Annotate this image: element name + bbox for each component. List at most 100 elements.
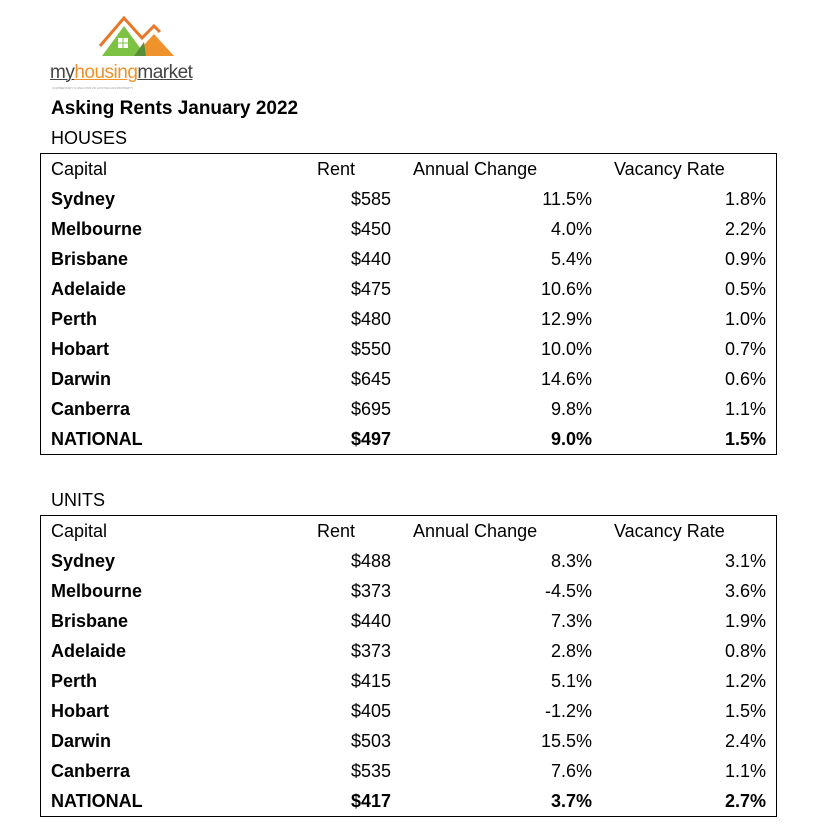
cell-capital: Sydney bbox=[51, 551, 116, 571]
cell-rent: $373 bbox=[350, 581, 391, 601]
table-row: Darwin $503 15.5% 2.4% bbox=[41, 726, 777, 756]
cell-capital: Adelaide bbox=[51, 279, 127, 299]
cell-annual-change: 4.0% bbox=[550, 219, 592, 239]
houses-label: HOUSES bbox=[51, 128, 128, 148]
cell-annual-change: 5.1% bbox=[550, 671, 592, 691]
cell-annual-change: 9.0% bbox=[550, 429, 592, 449]
cell-vacancy-rate: 0.9% bbox=[724, 249, 766, 269]
cell-capital: Darwin bbox=[51, 731, 112, 751]
table-row: NATIONAL $417 3.7% 2.7% bbox=[41, 786, 777, 817]
col-rent: Rent bbox=[317, 159, 356, 179]
houses-table: Capital Rent Annual Change Vacancy Rate … bbox=[40, 153, 777, 455]
cell-annual-change: 5.4% bbox=[550, 249, 592, 269]
cell-rent: $450 bbox=[350, 219, 391, 239]
cell-rent: $440 bbox=[350, 249, 391, 269]
cell-capital: Darwin bbox=[51, 369, 112, 389]
cell-rent: $415 bbox=[350, 671, 391, 691]
table-row: NATIONAL $497 9.0% 1.5% bbox=[41, 424, 777, 455]
cell-vacancy-rate: 0.8% bbox=[724, 641, 766, 661]
table-row: Perth $415 5.1% 1.2% bbox=[41, 666, 777, 696]
table-row: Sydney $585 11.5% 1.8% bbox=[41, 184, 777, 214]
units-label: UNITS bbox=[51, 490, 105, 510]
cell-rent: $480 bbox=[350, 309, 391, 329]
cell-capital: Canberra bbox=[51, 761, 131, 781]
cell-annual-change: 11.5% bbox=[542, 189, 592, 209]
cell-capital: Canberra bbox=[51, 399, 131, 419]
cell-vacancy-rate: 2.2% bbox=[724, 219, 766, 239]
cell-rent: $373 bbox=[350, 641, 391, 661]
cell-capital: Perth bbox=[51, 309, 98, 329]
cell-annual-change: 10.0% bbox=[540, 339, 592, 359]
cell-capital: Adelaide bbox=[51, 641, 127, 661]
col-capital: Capital bbox=[51, 159, 108, 179]
cell-rent: $550 bbox=[350, 339, 391, 359]
cell-annual-change: 3.7% bbox=[550, 791, 592, 811]
cell-vacancy-rate: 3.1% bbox=[724, 551, 766, 571]
cell-vacancy-rate: 1.9% bbox=[724, 611, 766, 631]
cell-vacancy-rate: 1.1% bbox=[724, 761, 766, 781]
table-row: Canberra $535 7.6% 1.1% bbox=[41, 756, 777, 786]
house-logo-icon bbox=[98, 16, 174, 56]
logo: myhousingmarket COMMENTARY & ANALYSIS OF… bbox=[50, 16, 230, 91]
cell-annual-change: 14.6% bbox=[540, 369, 592, 389]
cell-capital: Hobart bbox=[51, 339, 109, 359]
cell-vacancy-rate: 0.5% bbox=[724, 279, 766, 299]
cell-capital: Hobart bbox=[51, 701, 109, 721]
cell-capital: NATIONAL bbox=[51, 429, 143, 449]
logo-market: market bbox=[137, 62, 193, 83]
cell-capital: Melbourne bbox=[51, 219, 143, 239]
cell-annual-change: 12.9% bbox=[540, 309, 592, 329]
cell-vacancy-rate: 1.1% bbox=[724, 399, 766, 419]
cell-annual-change: 8.3% bbox=[550, 551, 592, 571]
cell-rent: $475 bbox=[350, 279, 391, 299]
cell-capital: Brisbane bbox=[51, 611, 129, 631]
cell-rent: $535 bbox=[350, 761, 391, 781]
table-row: Darwin $645 14.6% 0.6% bbox=[41, 364, 777, 394]
cell-annual-change: -4.5% bbox=[544, 581, 592, 601]
cell-annual-change: -1.2% bbox=[544, 701, 592, 721]
cell-capital: Brisbane bbox=[51, 249, 129, 269]
logo-tagline: COMMENTARY & ANALYSIS OF AUSTRALIAN PROP… bbox=[52, 86, 134, 90]
cell-rent: $488 bbox=[350, 551, 391, 571]
cell-capital: Melbourne bbox=[51, 581, 143, 601]
cell-vacancy-rate: 1.5% bbox=[724, 429, 766, 449]
cell-capital: NATIONAL bbox=[51, 791, 143, 811]
table-row: Sydney $488 8.3% 3.1% bbox=[41, 546, 777, 576]
cell-vacancy-rate: 0.6% bbox=[724, 369, 766, 389]
table-row: Canberra $695 9.8% 1.1% bbox=[41, 394, 777, 424]
col-rent: Rent bbox=[317, 521, 356, 541]
cell-annual-change: 10.6% bbox=[540, 279, 592, 299]
cell-annual-change: 7.6% bbox=[550, 761, 592, 781]
cell-vacancy-rate: 3.6% bbox=[724, 581, 766, 601]
table-row: Melbourne $450 4.0% 2.2% bbox=[41, 214, 777, 244]
cell-vacancy-rate: 2.4% bbox=[724, 731, 766, 751]
logo-my: my bbox=[50, 62, 75, 83]
cell-annual-change: 15.5% bbox=[540, 731, 592, 751]
col-vacancy-rate: Vacancy Rate bbox=[614, 521, 725, 541]
cell-rent: $440 bbox=[350, 611, 391, 631]
table-row: Brisbane $440 5.4% 0.9% bbox=[41, 244, 777, 274]
cell-rent: $503 bbox=[350, 731, 391, 751]
cell-capital: Sydney bbox=[51, 189, 116, 209]
table-row: Adelaide $373 2.8% 0.8% bbox=[41, 636, 777, 666]
table-row: Brisbane $440 7.3% 1.9% bbox=[41, 606, 777, 636]
cell-rent: $585 bbox=[350, 189, 391, 209]
cell-annual-change: 9.8% bbox=[550, 399, 592, 419]
cell-vacancy-rate: 1.2% bbox=[724, 671, 766, 691]
table-row: Adelaide $475 10.6% 0.5% bbox=[41, 274, 777, 304]
header-row: Capital Rent Annual Change Vacancy Rate bbox=[41, 516, 777, 547]
table-row: Hobart $550 10.0% 0.7% bbox=[41, 334, 777, 364]
cell-vacancy-rate: 0.7% bbox=[724, 339, 766, 359]
col-annual-change: Annual Change bbox=[413, 159, 538, 179]
cell-annual-change: 2.8% bbox=[550, 641, 592, 661]
cell-rent: $695 bbox=[350, 399, 391, 419]
cell-vacancy-rate: 1.0% bbox=[724, 309, 766, 329]
cell-annual-change: 7.3% bbox=[550, 611, 592, 631]
col-annual-change: Annual Change bbox=[413, 521, 538, 541]
cell-rent: $417 bbox=[350, 791, 391, 811]
col-capital: Capital bbox=[51, 521, 108, 541]
cell-vacancy-rate: 1.8% bbox=[724, 189, 766, 209]
cell-rent: $497 bbox=[350, 429, 391, 449]
table-row: Melbourne $373 -4.5% 3.6% bbox=[41, 576, 777, 606]
cell-vacancy-rate: 1.5% bbox=[724, 701, 766, 721]
